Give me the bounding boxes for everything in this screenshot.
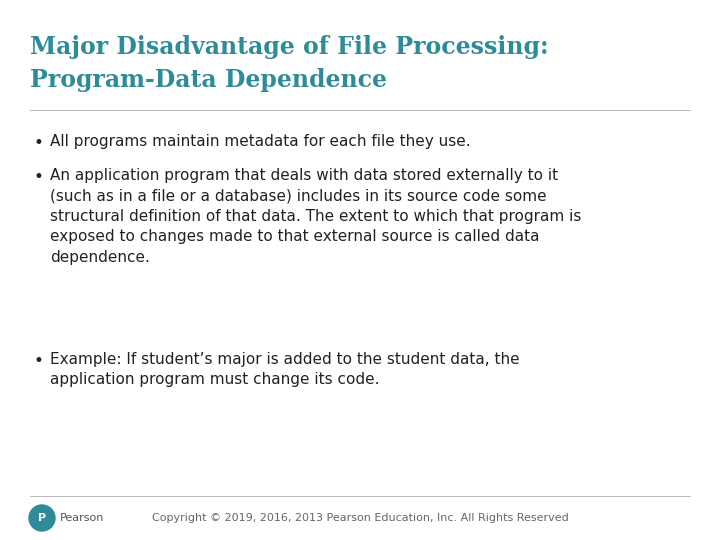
Text: •: • bbox=[33, 352, 43, 370]
Text: Example: If student’s major is added to the student data, the
application progra: Example: If student’s major is added to … bbox=[50, 352, 520, 387]
Text: Program-Data Dependence: Program-Data Dependence bbox=[30, 68, 387, 92]
Text: P: P bbox=[38, 513, 46, 523]
Text: Major Disadvantage of File Processing:: Major Disadvantage of File Processing: bbox=[30, 35, 549, 59]
Text: •: • bbox=[33, 134, 43, 152]
Text: An application program that deals with data stored externally to it
(such as in : An application program that deals with d… bbox=[50, 168, 581, 265]
Text: •: • bbox=[33, 168, 43, 186]
Text: Pearson: Pearson bbox=[60, 513, 104, 523]
Circle shape bbox=[29, 505, 55, 531]
Text: Copyright © 2019, 2016, 2013 Pearson Education, Inc. All Rights Reserved: Copyright © 2019, 2016, 2013 Pearson Edu… bbox=[152, 513, 568, 523]
Text: All programs maintain metadata for each file they use.: All programs maintain metadata for each … bbox=[50, 134, 471, 149]
